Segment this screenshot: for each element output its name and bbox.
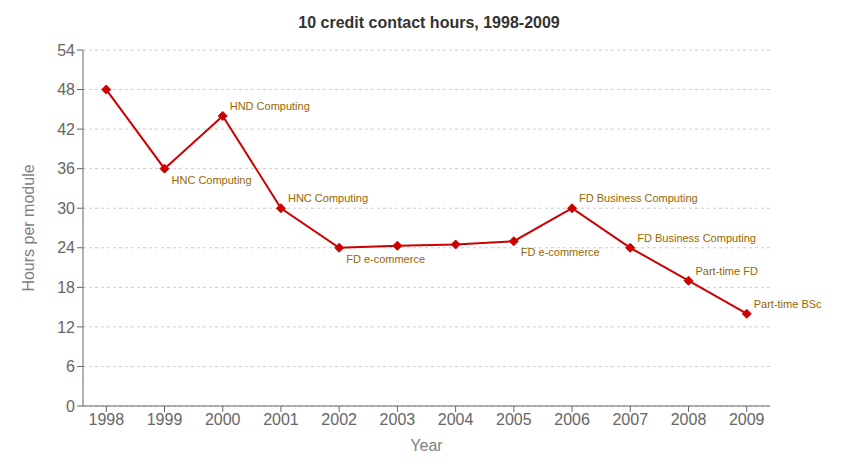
svg-text:2008: 2008 [671, 411, 707, 428]
svg-text:Part-time BSc: Part-time BSc [754, 298, 822, 310]
svg-text:18: 18 [57, 279, 75, 296]
svg-text:2006: 2006 [554, 411, 590, 428]
svg-text:FD e-commerce: FD e-commerce [346, 253, 425, 265]
svg-text:54: 54 [57, 42, 75, 59]
svg-text:6: 6 [66, 358, 75, 375]
svg-text:HNC Computing: HNC Computing [288, 192, 368, 204]
svg-text:42: 42 [57, 121, 75, 138]
svg-text:2004: 2004 [438, 411, 474, 428]
svg-text:2009: 2009 [729, 411, 765, 428]
svg-text:1998: 1998 [88, 411, 124, 428]
svg-text:HND Computing: HND Computing [230, 100, 310, 112]
svg-text:Year: Year [410, 437, 443, 454]
svg-text:1999: 1999 [147, 411, 183, 428]
svg-text:48: 48 [57, 81, 75, 98]
html-text:10 credit contact hours, 1998-: 10 credit contact hours, 1998-2009 [298, 14, 560, 31]
svg-text:FD Business Computing: FD Business Computing [637, 232, 756, 244]
svg-text:HNC Computing: HNC Computing [172, 174, 252, 186]
svg-text:36: 36 [57, 160, 75, 177]
svg-text:0: 0 [66, 398, 75, 415]
svg-text:12: 12 [57, 319, 75, 336]
svg-text:30: 30 [57, 200, 75, 217]
svg-text:2003: 2003 [380, 411, 416, 428]
svg-text:2001: 2001 [263, 411, 299, 428]
svg-text:2005: 2005 [496, 411, 532, 428]
svg-text:2000: 2000 [205, 411, 241, 428]
svg-text:2007: 2007 [612, 411, 648, 428]
svg-text:2002: 2002 [321, 411, 357, 428]
svg-text:FD e-commerce: FD e-commerce [521, 246, 600, 258]
svg-text:Hours per module: Hours per module [20, 164, 37, 291]
svg-text:Part-time FD: Part-time FD [695, 265, 757, 277]
svg-text:24: 24 [57, 239, 75, 256]
svg-text:FD Business Computing: FD Business Computing [579, 192, 698, 204]
